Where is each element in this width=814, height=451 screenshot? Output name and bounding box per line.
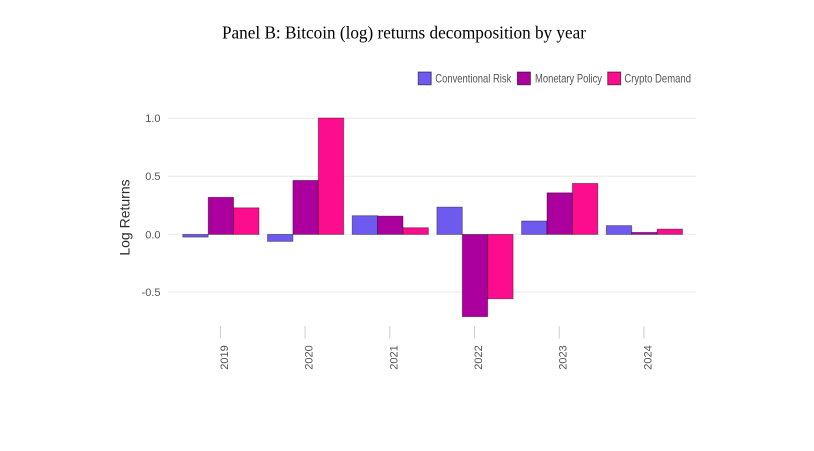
svg-text:2022: 2022 [473,345,485,369]
svg-text:0.5: 0.5 [145,171,160,183]
svg-text:1.0: 1.0 [145,113,160,125]
svg-text:-0.5: -0.5 [142,287,161,299]
svg-text:0.0: 0.0 [145,229,160,241]
svg-text:Log Returns: Log Returns [117,179,133,255]
svg-text:2023: 2023 [558,345,570,369]
svg-text:Monetary Policy: Monetary Policy [535,72,602,86]
svg-text:Crypto Demand: Crypto Demand [624,72,691,86]
svg-text:Conventional Risk: Conventional Risk [435,72,512,86]
svg-text:2020: 2020 [304,345,316,369]
svg-text:2024: 2024 [642,345,654,369]
svg-text:Panel B: Bitcoin (log) returns: Panel B: Bitcoin (log) returns decomposi… [222,23,586,43]
svg-text:2021: 2021 [388,345,400,369]
svg-text:2019: 2019 [219,345,231,369]
